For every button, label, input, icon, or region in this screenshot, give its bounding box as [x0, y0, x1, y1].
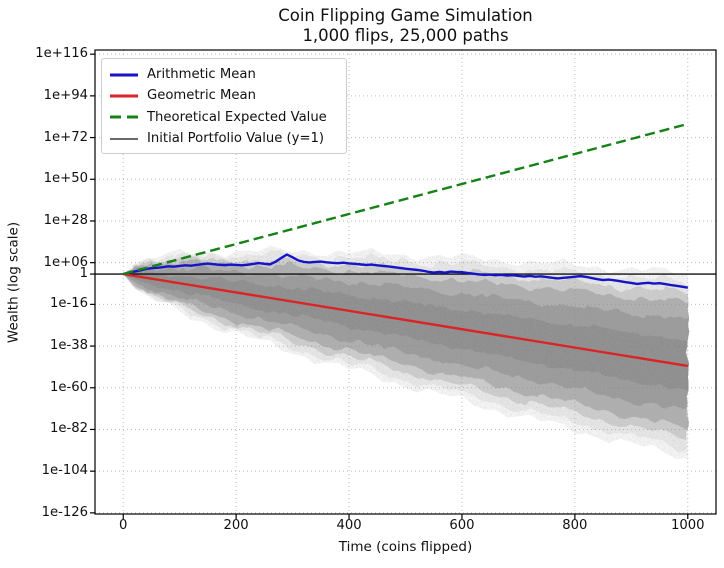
y-tick-label-1e-38: 1e-38 [49, 338, 88, 354]
paths-fan-speckle [123, 245, 688, 459]
x-tick-label-1000: 1000 [670, 518, 705, 533]
chart-subtitle: 1,000 flips, 25,000 paths [302, 26, 509, 45]
y-tick-label-1e-126: 1e-126 [41, 504, 88, 520]
legend-item-theoretical-expected-value: Theoretical Expected Value [109, 107, 338, 128]
legend-label: Geometric Mean [147, 88, 256, 104]
y-tick-label-1e+28: 1e+28 [43, 212, 88, 228]
x-tick-label-0: 0 [119, 518, 128, 533]
y-tick-label-1e+06: 1e+06 [43, 254, 88, 270]
series-lines-layer [95, 122, 716, 368]
chart-title: Coin Flipping Game Simulation [278, 6, 533, 25]
x-tick-label-800: 800 [562, 518, 588, 533]
axes-layer [90, 49, 717, 519]
legend-line-sample-red [110, 94, 138, 98]
legend-label: Arithmetic Mean [147, 67, 256, 83]
legend-item-initial-portfolio-value: Initial Portfolio Value (y=1) [109, 128, 338, 149]
legend-label: Initial Portfolio Value (y=1) [147, 131, 325, 147]
x-axis-label: Time (coins flipped) [338, 539, 473, 555]
y-tick-label-1e+50: 1e+50 [43, 171, 88, 187]
legend-item-geometric-mean: Geometric Mean [109, 85, 338, 106]
geometric-mean-line [123, 272, 688, 368]
y-tick-label-1: 1 [79, 266, 88, 282]
legend-line-sample-blue [110, 73, 138, 77]
arithmetic-mean-line [122, 253, 688, 289]
legend-line-sample-black [110, 137, 138, 140]
x-tick-label-600: 600 [449, 518, 475, 533]
theoretical-expected-value-line [122, 122, 689, 276]
y-tick-label-1e-60: 1e-60 [49, 379, 88, 395]
legend-label: Theoretical Expected Value [147, 109, 327, 125]
y-tick-label-1e+72: 1e+72 [43, 129, 88, 145]
legend-item-arithmetic-mean: Arithmetic Mean [109, 64, 338, 85]
legend-line-sample-green-dashed [110, 115, 138, 119]
y-tick-label-1e+94: 1e+94 [43, 87, 88, 103]
y-tick-label-1e-82: 1e-82 [49, 421, 88, 437]
x-tick-label-200: 200 [223, 518, 249, 533]
x-tick-label-400: 400 [336, 518, 362, 533]
axes-spines [94, 49, 717, 515]
y-tick-label-1e-104: 1e-104 [41, 463, 88, 479]
y-tick-label-1e+116: 1e+116 [35, 46, 88, 62]
legend: Arithmetic Mean Geometric Mean Theoretic… [101, 58, 347, 155]
fan-speckle-texture [123, 245, 688, 459]
y-tick-label-1e-16: 1e-16 [49, 296, 88, 312]
